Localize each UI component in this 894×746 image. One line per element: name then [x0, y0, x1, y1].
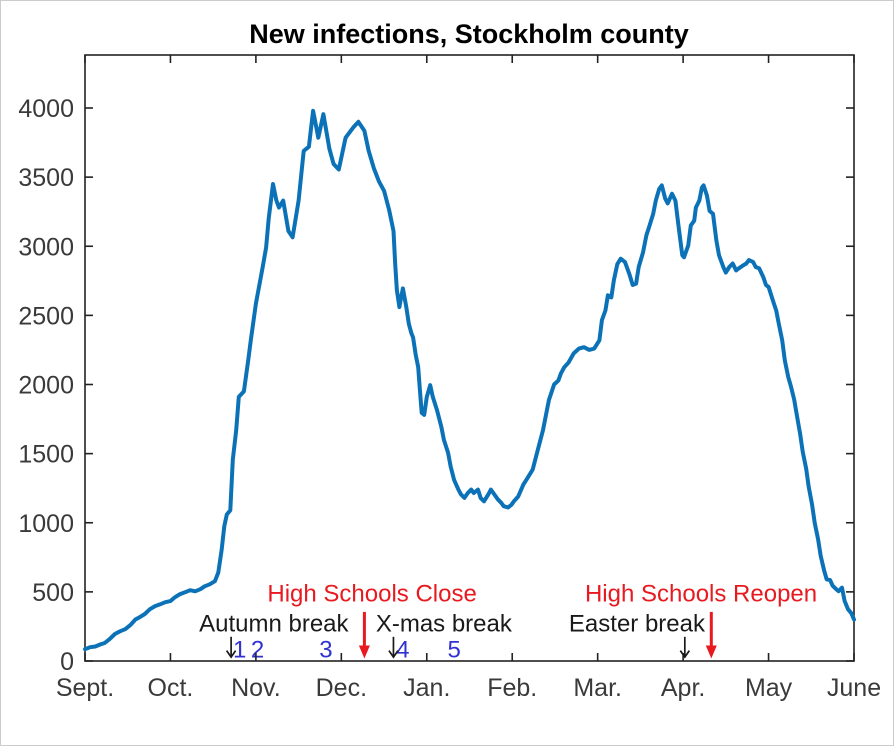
x-tick-label: May	[745, 674, 793, 702]
y-tick-label: 2500	[18, 302, 74, 330]
red-down-arrow-head	[358, 645, 370, 659]
black-down-arrow-head	[388, 650, 399, 659]
y-tick-label: 1500	[18, 441, 74, 469]
annotation-easter-break: Easter break	[569, 610, 706, 637]
x-tick-label: Oct.	[148, 674, 194, 702]
black-down-arrow-head	[225, 650, 237, 659]
x-tick-label: Nov.	[231, 674, 281, 702]
event-marker-3: 3	[319, 637, 332, 664]
x-tick-label: Apr.	[661, 674, 705, 702]
axes-box	[84, 54, 855, 662]
y-tick-label: 4000	[18, 95, 74, 123]
event-marker-4: 4	[396, 637, 409, 664]
annotation-high-schools-close: High Schools Close	[267, 580, 476, 607]
black-down-arrow-head	[679, 650, 691, 659]
x-tick-label: Feb.	[487, 674, 537, 702]
chart-title: New infections, Stockholm county	[249, 19, 689, 49]
infections-line	[83, 108, 856, 652]
x-tick-label: Jan.	[403, 674, 450, 702]
y-tick-label: 500	[32, 579, 74, 607]
event-marker-1: 1	[233, 637, 246, 664]
y-tick-label: 3000	[18, 233, 74, 261]
x-tick-label: June	[827, 674, 881, 702]
annotation-high-schools-reopen: High Schools Reopen	[585, 580, 817, 607]
annotation-xmas-break: X-mas break	[376, 610, 513, 637]
x-tick-label: Sept.	[56, 674, 114, 702]
x-tick-label: Dec.	[316, 674, 367, 702]
red-down-arrow-head	[705, 645, 717, 659]
annotation-autumn-break: Autumn break	[199, 610, 349, 637]
event-marker-2: 2	[251, 637, 264, 664]
y-tick-label: 3500	[18, 164, 74, 192]
y-tick-label: 0	[60, 648, 74, 676]
event-marker-5: 5	[447, 637, 460, 664]
y-tick-label: 1000	[18, 510, 74, 538]
x-tick-label: Mar.	[573, 674, 622, 702]
y-tick-label: 2000	[18, 372, 74, 400]
